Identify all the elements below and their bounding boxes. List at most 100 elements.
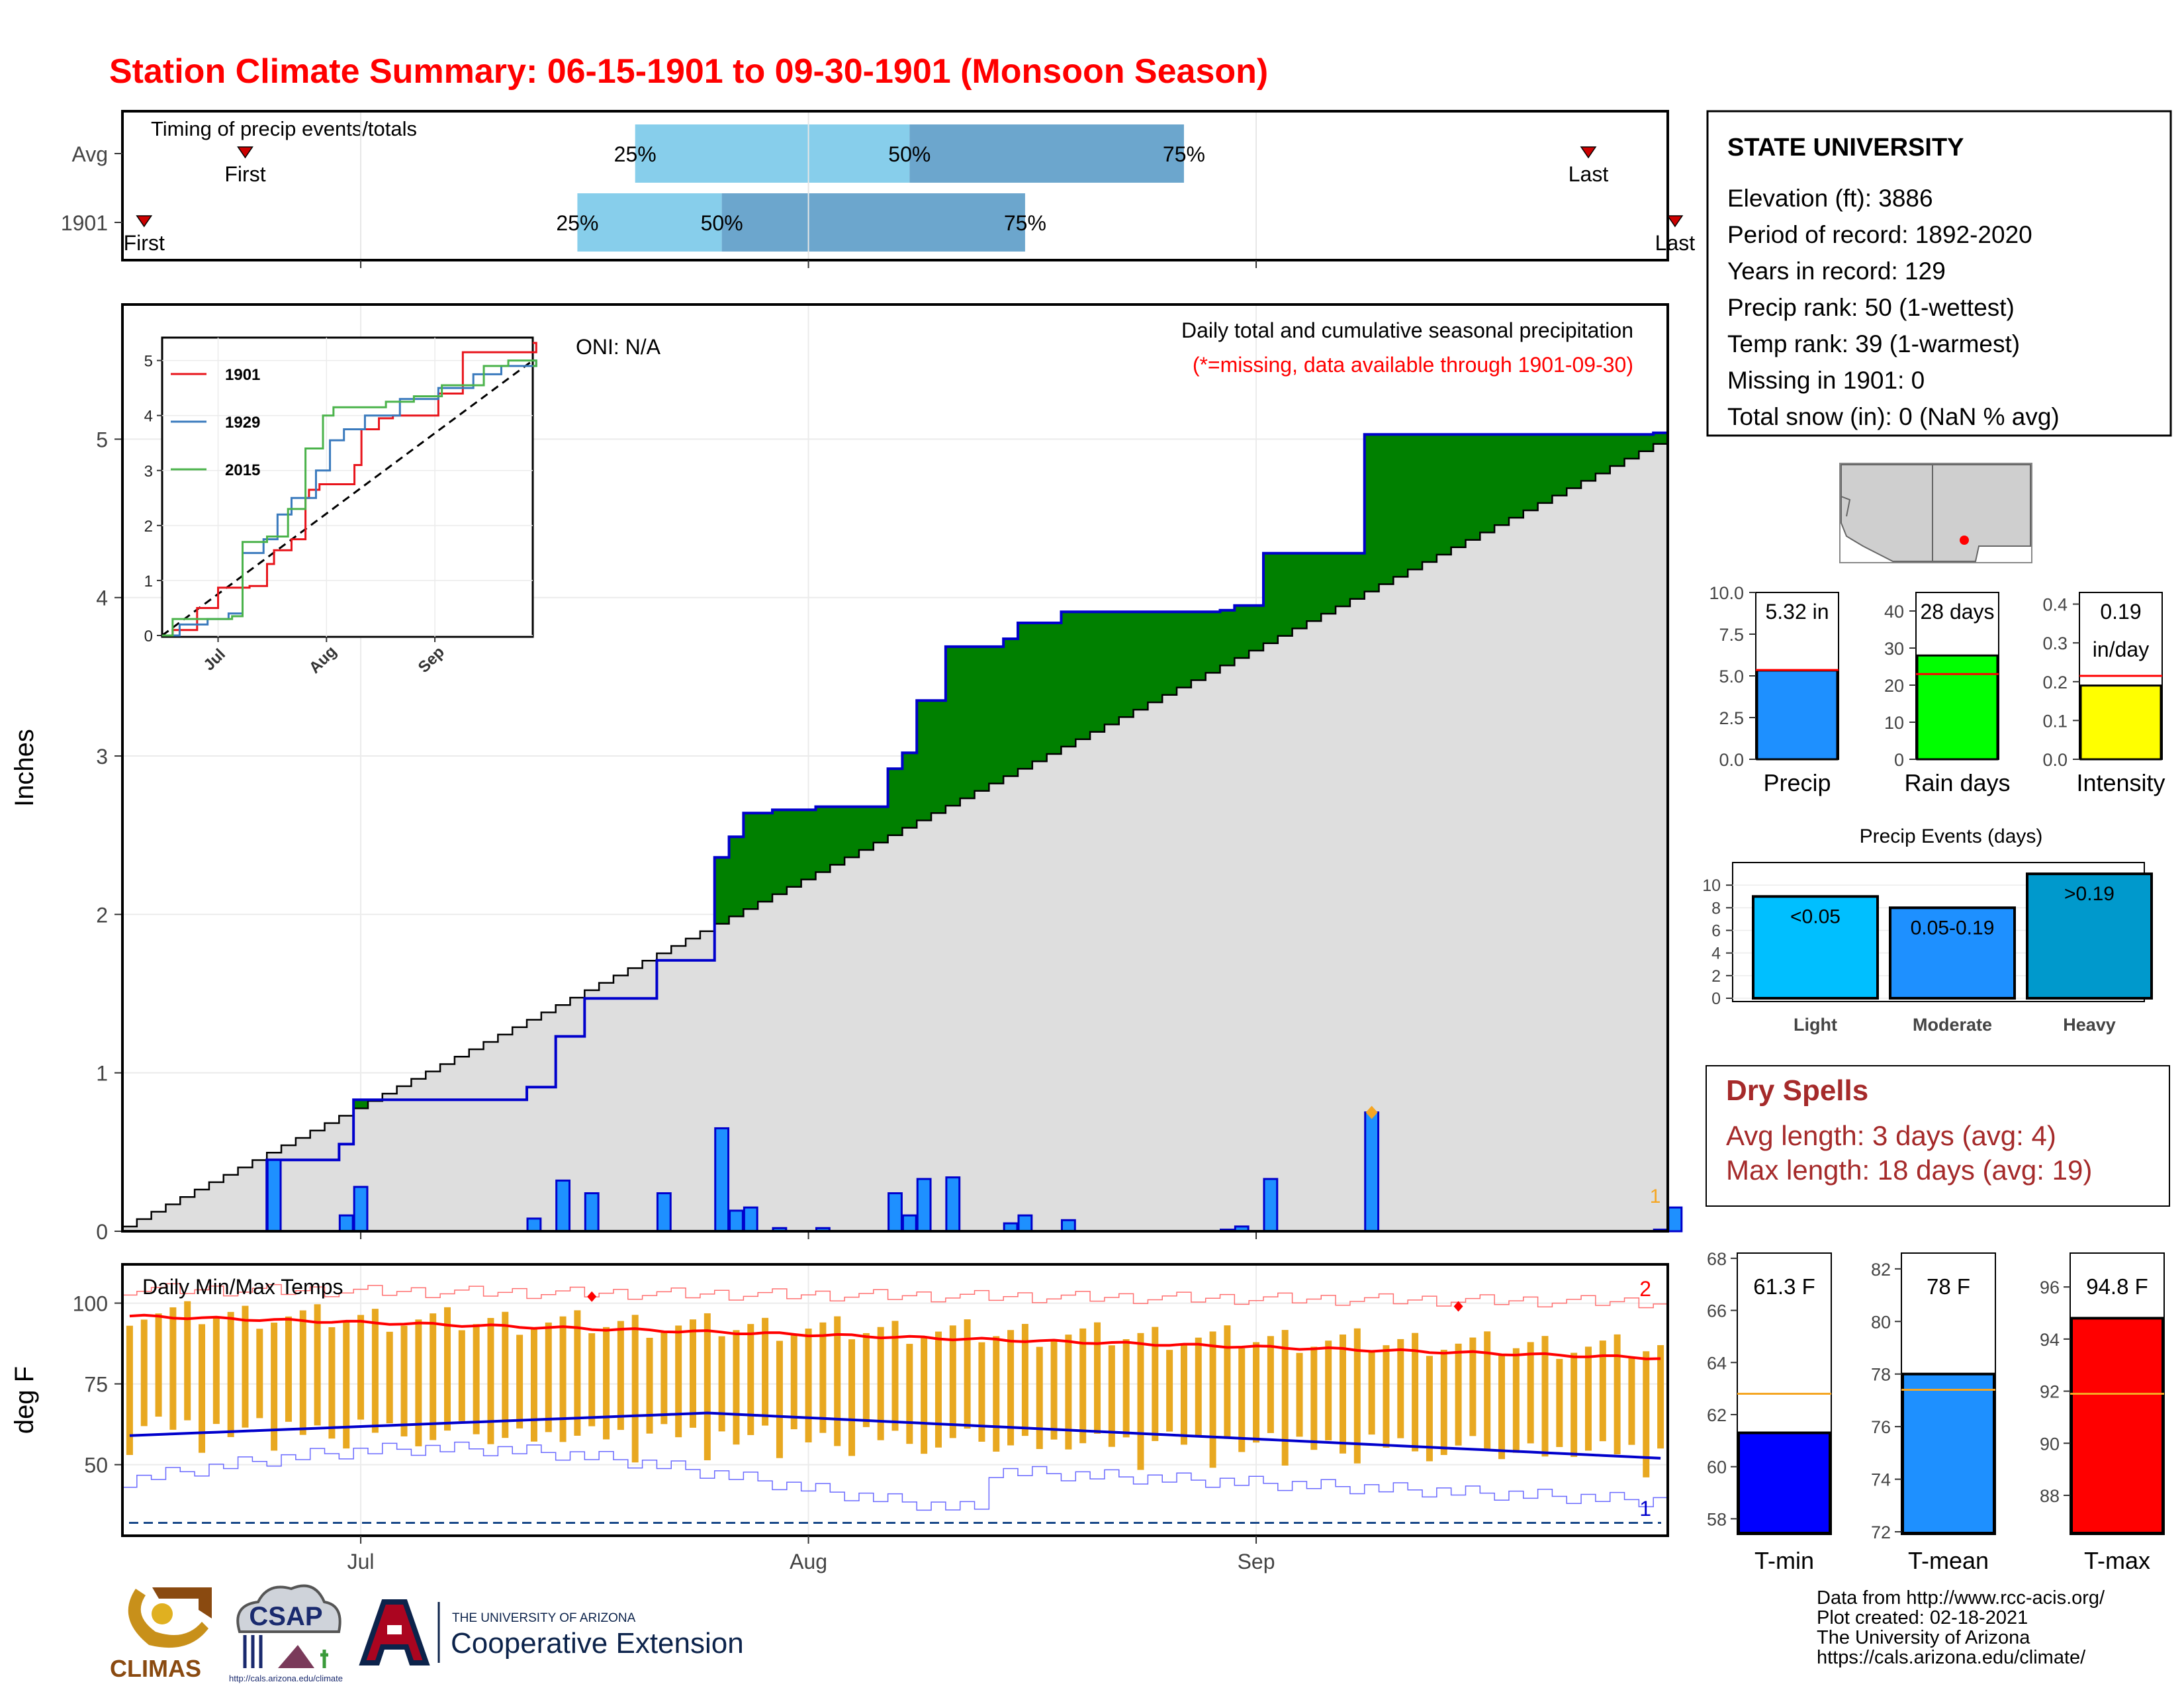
temp-daily-bar	[1383, 1345, 1390, 1448]
inset-y-tick-label: 4	[144, 408, 153, 426]
timing-label-p75: 75%	[1004, 211, 1046, 235]
precip-y-tick-label: 3	[96, 745, 108, 769]
temp-daily-bar	[1281, 1330, 1289, 1466]
events-bar-heavy	[2026, 872, 2153, 1000]
timing-marker-last	[1580, 146, 1597, 159]
temp-daily-bar	[906, 1344, 913, 1444]
inset-y-tick-label: 5	[144, 353, 153, 371]
temp-daily-bar	[1238, 1348, 1246, 1452]
temp-daily-bar	[1339, 1334, 1346, 1454]
precip-surplus	[902, 753, 917, 828]
precip-subtitle: (*=missing, data available through 1901-…	[1193, 353, 1633, 377]
temp-summary-tick-label: 96	[2040, 1278, 2060, 1297]
temp-daily-bar	[140, 1319, 148, 1427]
timing-chart: Avg 25% 50% 75% First Last 1901 25% 50% 75% First L…	[61, 113, 1695, 268]
temp-daily-bar	[271, 1323, 278, 1451]
timing-title: Timing of precip events/totals	[151, 117, 417, 140]
precip-surplus	[1277, 553, 1293, 636]
temp-daily-bar	[1527, 1342, 1534, 1444]
precip-surplus	[873, 806, 889, 843]
precip-daily-bar	[526, 1217, 542, 1233]
footer-line: Data from http://www.rcc-acis.org/	[1817, 1587, 2105, 1609]
summary-bar-tick-label: 10	[1884, 713, 1904, 733]
timing-bar-25-50	[635, 124, 910, 183]
precip-surplus	[1292, 553, 1307, 629]
precip-surplus	[1537, 434, 1553, 503]
temp-daily-bar	[805, 1329, 812, 1442]
temp-summary-tick-label: 78	[1871, 1365, 1891, 1385]
precip-daily-bar	[901, 1214, 917, 1233]
temp-y-tick-label: 50	[84, 1454, 108, 1477]
precip-cumulative-line	[122, 431, 1668, 1233]
precip-y-tick-label: 4	[96, 586, 108, 610]
temp-daily-bar	[1224, 1325, 1231, 1439]
summary-bar-tick-label: 7.5	[1719, 625, 1744, 645]
precip-surplus	[1639, 434, 1654, 451]
temp-daily-bar	[949, 1325, 956, 1438]
temp-daily-bar	[126, 1325, 133, 1455]
summary-bar-label-top: 28 days	[1920, 600, 1994, 624]
precip-surplus	[1249, 605, 1264, 651]
summary-bar-Precip	[1756, 669, 1839, 761]
temp-summary-tick-label: 90	[2040, 1434, 2060, 1454]
events-y-tick-label: 2	[1711, 967, 1721, 986]
temp-daily-bar	[588, 1333, 596, 1427]
station-line: Years in record: 129	[1727, 258, 1946, 285]
footer-line: The University of Arizona	[1817, 1627, 2030, 1648]
summary-bar-tick-label: 0.3	[2042, 633, 2068, 653]
precip-daily-bar	[945, 1176, 961, 1233]
temp-chart: 50 75 100 2 1	[73, 1264, 1668, 1536]
precip-surplus	[1191, 612, 1206, 680]
inset-series-1901	[162, 342, 537, 637]
temp-daily-bar	[1180, 1343, 1187, 1445]
precip-daily-bar	[729, 1209, 744, 1233]
temp-daily-bar	[1440, 1350, 1447, 1456]
summary-bar-tick-label: 0	[1894, 750, 1904, 770]
temp-summary-bars: 58 60 62 64 66 68 61.3 F T-min 72 74 76 78 80 82 78 F T…	[1707, 1249, 2165, 1574]
temp-daily-bar	[1584, 1346, 1592, 1451]
precip-surplus	[858, 806, 874, 851]
temp-daily-bar	[1325, 1340, 1332, 1440]
temp-count-low: 1	[1639, 1497, 1651, 1521]
inset-y-tick-label: 0	[144, 628, 153, 645]
precip-surplus	[1624, 434, 1639, 459]
temp-daily-bar	[1512, 1348, 1520, 1453]
station-line: Period of record: 1892-2020	[1727, 221, 2032, 248]
precip-surplus	[1162, 612, 1177, 695]
summary-bar-tick-label: 0.4	[2042, 595, 2068, 615]
precip-y-tick-label: 1	[96, 1062, 108, 1086]
events-chart: 0 2 4 6 8 10 <0.05 Light 0.05-0.19 Moderate >0.19 H…	[1702, 872, 2153, 1035]
precip-daily-bar	[1667, 1206, 1683, 1233]
precip-surplus	[844, 806, 860, 858]
station-name: STATE UNIVERSITY	[1727, 134, 1964, 162]
summary-bar-tick-label: 2.5	[1719, 708, 1744, 728]
timing-marker-first	[237, 146, 253, 159]
temp-daily-bar	[199, 1324, 206, 1453]
precip-y-tick-label: 0	[96, 1220, 108, 1244]
temp-summary-label: 61.3 F	[1753, 1274, 1815, 1299]
precip-surplus	[1234, 605, 1250, 659]
timing-label-first: First	[124, 231, 165, 255]
temp-daily-bar	[343, 1321, 350, 1449]
temp-daily-bar	[1195, 1337, 1202, 1436]
timing-marker-last	[1666, 215, 1684, 228]
temp-daily-bar	[473, 1324, 480, 1434]
events-bar-light	[1752, 895, 1879, 1000]
temp-daily-bar	[169, 1307, 177, 1430]
temp-daily-bar	[530, 1329, 537, 1442]
events-category-label: Moderate	[1913, 1015, 1992, 1035]
events-y-tick-label: 10	[1702, 876, 1721, 895]
temp-summary-tick-label: 58	[1707, 1509, 1727, 1529]
temp-record-high-line	[122, 1283, 1668, 1309]
precip-surplus	[1148, 612, 1163, 702]
precip-surplus	[801, 810, 816, 880]
precip-surplus	[1061, 612, 1076, 747]
inset-legend-label: 1901	[225, 366, 260, 384]
precip-surplus	[1104, 612, 1120, 725]
precip-surplus	[974, 646, 989, 791]
temp-summary-category: T-max	[2084, 1547, 2150, 1574]
temp-summary-tick-label: 64	[1707, 1353, 1727, 1373]
dry-spells-title: Dry Spells	[1726, 1074, 1868, 1107]
summary-bar-label-bottom: in/day	[2093, 637, 2149, 661]
temp-summary-tick-label: 62	[1707, 1405, 1727, 1425]
